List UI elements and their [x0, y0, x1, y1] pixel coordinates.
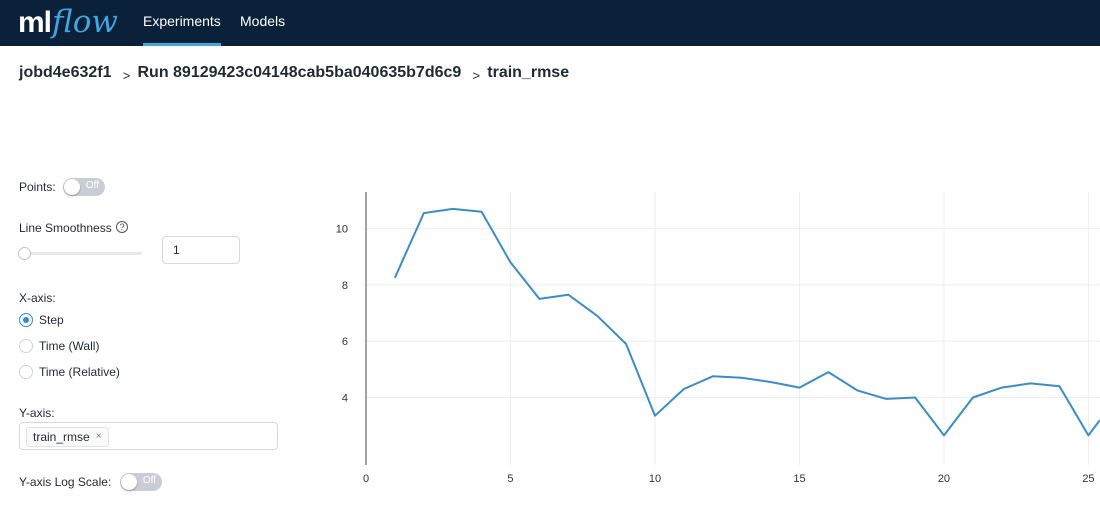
- yaxis-tag: train_rmse ×: [26, 427, 109, 447]
- xaxis-radio-wall[interactable]: [19, 339, 33, 353]
- y-tick-label: 4: [342, 392, 348, 404]
- x-tick-label: 10: [649, 473, 661, 485]
- close-icon[interactable]: ×: [95, 431, 102, 442]
- breadcrumb-run[interactable]: Run 89129423c04148cab5ba040635b7d6c9: [137, 64, 462, 81]
- mlflow-logo[interactable]: ml flow: [18, 3, 118, 43]
- y-tick-label: 6: [342, 336, 348, 348]
- question-circle-icon[interactable]: ?: [116, 221, 128, 233]
- yaxis-label: Y-axis:: [19, 406, 55, 420]
- smoothness-label: Line Smoothness: [19, 221, 112, 235]
- breadcrumb-experiment[interactable]: jobd4e632f1: [19, 64, 112, 81]
- xaxis-label: X-axis:: [19, 291, 56, 305]
- toggle-knob: [64, 179, 80, 195]
- series-line: [393, 207, 1100, 437]
- yaxis-tag-label: train_rmse: [33, 430, 90, 444]
- logo-flow-text: flow: [52, 4, 118, 40]
- points-toggle[interactable]: Off: [63, 178, 105, 196]
- y-tick-label: 10: [336, 224, 348, 236]
- toggle-knob: [121, 474, 137, 490]
- smoothness-slider-track[interactable]: [24, 252, 142, 255]
- chevron-right-icon: >: [122, 67, 131, 83]
- xaxis-radio-relative[interactable]: [19, 365, 33, 379]
- x-tick-label: 25: [1082, 473, 1094, 485]
- xaxis-option-step[interactable]: Step: [39, 313, 64, 327]
- x-tick-label: 0: [363, 473, 369, 485]
- smoothness-input[interactable]: 1: [162, 236, 240, 264]
- points-toggle-text: Off: [85, 180, 99, 191]
- logscale-label: Y-axis Log Scale:: [19, 475, 112, 489]
- logscale-toggle-text: Off: [142, 475, 156, 486]
- nav-experiments[interactable]: Experiments: [143, 0, 221, 46]
- yaxis-select[interactable]: train_rmse ×: [19, 422, 278, 450]
- logscale-toggle[interactable]: Off: [120, 473, 162, 491]
- smoothness-slider-handle[interactable]: [18, 247, 31, 260]
- xaxis-option-relative[interactable]: Time (Relative): [39, 365, 120, 379]
- breadcrumb: jobd4e632f1 > Run 89129423c04148cab5ba04…: [19, 64, 570, 83]
- breadcrumb-metric: train_rmse: [487, 64, 570, 81]
- x-tick-label: 5: [507, 473, 513, 485]
- xaxis-radio-step[interactable]: [19, 313, 33, 327]
- points-label: Points:: [19, 180, 56, 194]
- y-tick-label: 8: [342, 280, 348, 292]
- logo-ml-text: ml: [18, 6, 52, 39]
- x-tick-label: 20: [938, 473, 950, 485]
- nav-models[interactable]: Models: [240, 13, 286, 29]
- top-navbar: ml flow Experiments Models: [0, 0, 1100, 46]
- metric-line-chart[interactable]: 0 5 10 15 20 25 4 6 8 10: [330, 180, 1100, 506]
- chevron-right-icon: >: [472, 67, 481, 83]
- xaxis-option-wall[interactable]: Time (Wall): [39, 339, 100, 353]
- x-tick-label: 15: [793, 473, 805, 485]
